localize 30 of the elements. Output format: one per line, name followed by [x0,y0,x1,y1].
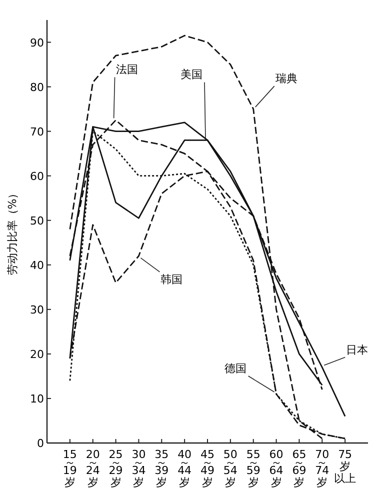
y-tick-label: 10 [30,392,44,406]
text: 韩国 [160,272,183,286]
y-axis-title: 劳动力比率（%） [6,188,19,276]
text: 法国 [116,63,138,76]
x-tick-label: 65～69岁 [292,448,306,489]
y-tick-label: 60 [30,170,44,183]
x-tick-label: 60～64岁 [269,448,284,489]
x-tick-label: 45～49岁 [200,448,214,489]
x-tick-label: 55～59岁 [246,448,260,489]
y-tick-label: 70 [30,125,44,138]
x-tick-label: 35～39岁 [154,448,169,489]
y-tick-label: 50 [30,214,44,228]
x-tick-label: 50～54岁 [223,448,238,489]
y-tick-label: 80 [30,80,44,94]
x-tick-label: 15～19岁 [62,448,77,489]
x-tick-label: 20～24岁 [86,448,100,489]
x-tick-label: 25～29岁 [108,448,123,489]
y-tick-label: 30 [30,303,44,316]
x-tick-label: 70～74岁 [315,448,330,489]
text: 瑞典 [275,72,298,86]
y-tick-label: 40 [30,258,44,272]
text: 美国 [180,68,202,82]
x-tick-label: 30～34岁 [132,448,146,489]
x-tick-label: 40～44岁 [178,448,192,489]
text: 德国 [224,362,246,376]
y-tick-label: 0 [37,437,44,450]
text: 日本 [346,343,368,356]
y-tick-label: 90 [30,36,44,50]
y-tick-label: 20 [30,348,44,361]
x-tick-label: 75岁以上 [334,448,356,485]
